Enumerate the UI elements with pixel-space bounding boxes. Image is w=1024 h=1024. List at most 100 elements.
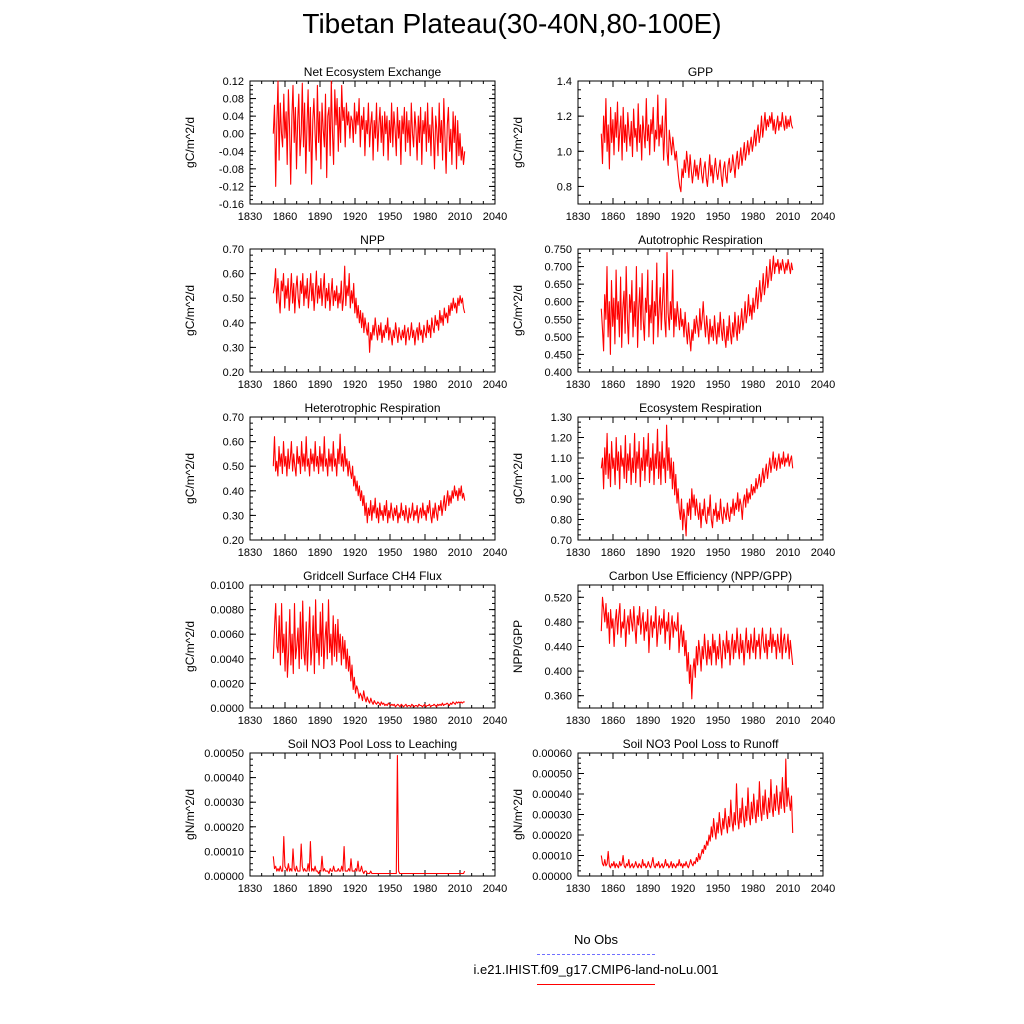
chart-panel-7: Carbon Use Efficiency (NPP/GPP) NPP/GPP 18… [511, 569, 835, 727]
x-tick-label: 1950 [378, 211, 402, 223]
plot-frame [249, 416, 496, 541]
x-tick-label: 1860 [273, 883, 297, 895]
x-tick-label: 1860 [273, 211, 297, 223]
chart-title: GPP [688, 65, 713, 79]
x-tick-label: 1830 [566, 547, 590, 559]
x-tick-label: 2040 [811, 883, 835, 895]
series-line [272, 599, 465, 708]
y-axis-label: gC/m^2/d [511, 117, 525, 168]
y-tick-label: 1.30 [551, 412, 572, 424]
y-tick-label: 0.00000 [204, 871, 244, 883]
x-tick-label: 1980 [413, 379, 437, 391]
x-tick-label: 1920 [671, 379, 695, 391]
y-tick-label: 0.20 [223, 535, 244, 547]
y-tick-label: 0.50 [223, 461, 244, 473]
x-tick-label: 1860 [273, 379, 297, 391]
y-tick-label: 0.70 [223, 412, 244, 424]
chart-title: Ecosystem Respiration [639, 401, 762, 415]
x-tick-label: 1830 [566, 379, 590, 391]
y-tick-label: 1.0 [557, 146, 572, 158]
y-tick-label: 0.20 [223, 367, 244, 379]
y-axis-label: gC/m^2/d [183, 621, 197, 672]
y-axis-label: gC/m^2/d [183, 285, 197, 336]
y-tick-label: 0.70 [223, 244, 244, 256]
plot-frame [249, 248, 496, 373]
y-tick-label: -0.04 [219, 146, 244, 158]
plot-frame [577, 584, 824, 709]
x-tick-label: 1860 [273, 715, 297, 727]
chart-panel-6: Gridcell Surface CH4 Flux gC/m^2/d 1830 186… [183, 569, 507, 727]
y-tick-label: -0.08 [219, 164, 244, 176]
y-tick-label: 0.450 [544, 349, 572, 361]
y-axis-label: gC/m^2/d [183, 453, 197, 504]
y-tick-label: 0.00040 [204, 773, 244, 785]
x-tick-label: 1830 [238, 547, 262, 559]
series-line [272, 265, 466, 353]
y-axis-label: NPP/GPP [511, 620, 525, 673]
x-tick-label: 2010 [448, 715, 472, 727]
x-tick-label: 1920 [343, 715, 367, 727]
y-tick-label: 1.2 [557, 111, 572, 123]
x-tick-label: 1830 [238, 379, 262, 391]
y-tick-label: 0.00020 [532, 830, 572, 842]
y-tick-label: 0.00030 [204, 797, 244, 809]
chart-title: Soil NO3 Pool Loss to Leaching [288, 737, 457, 751]
chart-title: Carbon Use Efficiency (NPP/GPP) [609, 569, 792, 583]
x-tick-label: 2010 [776, 883, 800, 895]
y-tick-label: 0.0040 [210, 654, 244, 666]
series-line [600, 758, 794, 869]
y-tick-label: 0.750 [544, 244, 572, 256]
x-tick-label: 1890 [308, 715, 332, 727]
x-tick-label: 2010 [776, 715, 800, 727]
x-tick-label: 1920 [671, 211, 695, 223]
y-tick-label: 0.40 [223, 486, 244, 498]
plot-frame [249, 752, 496, 877]
page-title: Tibetan Plateau(30-40N,80-100E) [302, 8, 722, 39]
x-tick-label: 1980 [741, 883, 765, 895]
y-axis-label: gC/m^2/d [511, 285, 525, 336]
y-tick-label: 0.0100 [210, 580, 244, 592]
legend-model-line [537, 984, 655, 985]
x-tick-label: 1920 [671, 547, 695, 559]
y-tick-label: 0.00060 [532, 748, 572, 760]
x-tick-label: 1920 [343, 883, 367, 895]
y-tick-label: 0.00020 [204, 822, 244, 834]
y-tick-label: 0.00040 [532, 789, 572, 801]
x-tick-label: 1920 [343, 547, 367, 559]
y-tick-label: 0.00030 [532, 810, 572, 822]
y-tick-label: 1.00 [551, 474, 572, 486]
x-tick-label: 1920 [671, 883, 695, 895]
x-tick-label: 1830 [238, 211, 262, 223]
x-tick-label: 1980 [413, 883, 437, 895]
y-tick-label: 0.60 [223, 269, 244, 281]
x-tick-label: 1890 [636, 379, 660, 391]
x-tick-label: 2040 [811, 547, 835, 559]
y-tick-label: 0.600 [544, 297, 572, 309]
y-tick-label: 0.480 [544, 617, 572, 629]
x-tick-label: 1920 [671, 715, 695, 727]
y-axis-label: gN/m^2/d [511, 789, 525, 840]
chart-title: Gridcell Surface CH4 Flux [303, 569, 442, 583]
x-tick-label: 1890 [636, 715, 660, 727]
y-tick-label: 0.00010 [532, 851, 572, 863]
x-tick-label: 1950 [706, 715, 730, 727]
x-tick-label: 1950 [706, 379, 730, 391]
y-tick-label: 0.30 [223, 510, 244, 522]
x-tick-label: 2040 [811, 379, 835, 391]
chart-panel-5: Ecosystem Respiration gC/m^2/d 1830 1860 189… [511, 401, 835, 559]
y-axis-label: gC/m^2/d [183, 117, 197, 168]
series-line [272, 433, 466, 524]
x-tick-label: 1890 [308, 211, 332, 223]
y-tick-label: 0.00000 [532, 871, 572, 883]
y-tick-label: 0.360 [544, 691, 572, 703]
y-tick-label: 0.12 [223, 76, 244, 88]
series-line [272, 754, 466, 875]
chart-panel-4: Heterotrophic Respiration gC/m^2/d 1830 186… [183, 401, 507, 559]
y-tick-label: 0.400 [544, 666, 572, 678]
x-tick-label: 1980 [741, 211, 765, 223]
y-tick-label: 0.80 [551, 515, 572, 527]
y-tick-label: 0.50 [223, 293, 244, 305]
series-line [272, 80, 466, 187]
y-tick-label: 0.500 [544, 332, 572, 344]
